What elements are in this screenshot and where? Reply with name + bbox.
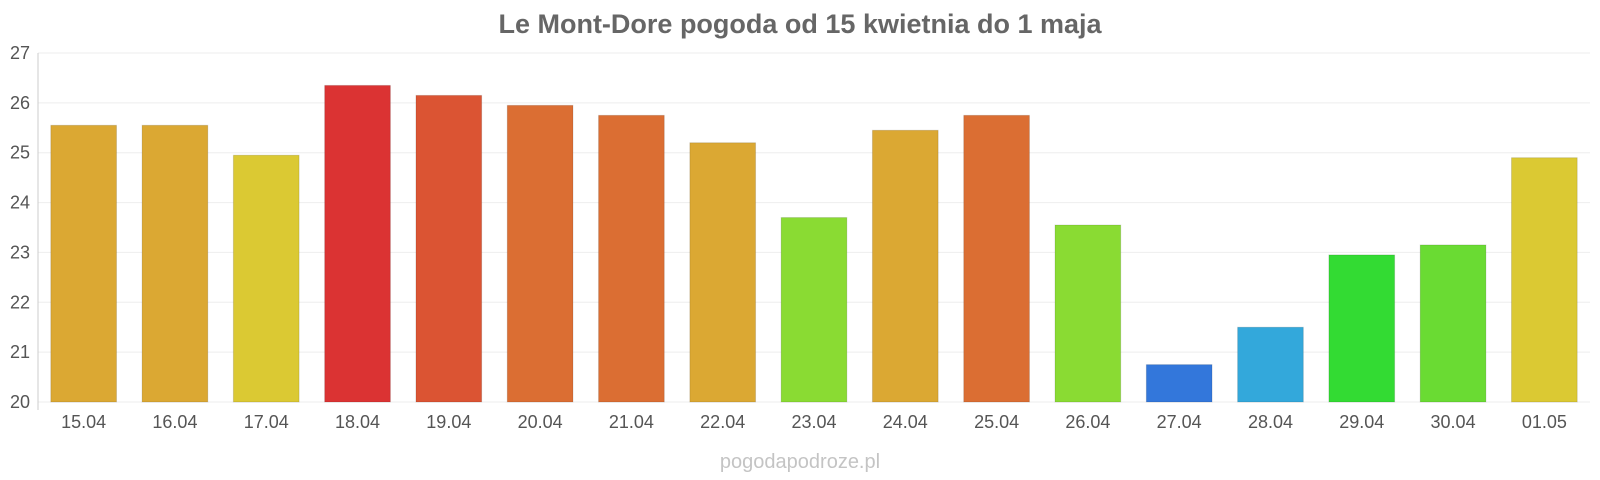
x-tick-label: 17.04 (244, 412, 289, 432)
x-tick-label: 30.04 (1431, 412, 1476, 432)
x-tick-label: 26.04 (1065, 412, 1110, 432)
y-tick-label: 26 (10, 93, 30, 113)
bar-22-04 (689, 142, 757, 403)
bar-23-04 (780, 217, 848, 403)
bar-24-04 (871, 129, 939, 403)
bar-17-04 (232, 154, 300, 403)
chart-title: Le Mont-Dore pogoda od 15 kwietnia do 1 … (498, 9, 1102, 39)
x-tick-label: 23.04 (791, 412, 836, 432)
bar-01-05 (1510, 157, 1578, 403)
bar-15-04 (50, 124, 118, 403)
bar-16-04 (141, 124, 209, 403)
x-tick-label: 29.04 (1339, 412, 1384, 432)
bar-25-04 (963, 114, 1030, 403)
y-tick-label: 22 (10, 292, 30, 312)
bar-29-04 (1328, 254, 1396, 403)
bar-21-04 (598, 114, 665, 403)
bars (50, 84, 1578, 403)
watermark: pogodapodroze.pl (720, 451, 880, 473)
bar-18-04 (324, 84, 391, 403)
x-tick-label: 24.04 (883, 412, 928, 432)
x-axis-ticks: 15.04 16.04 17.04 18.04 19.04 20.04 21.04 22.04… (61, 412, 1567, 432)
y-tick-label: 25 (10, 143, 30, 163)
bar-28-04 (1237, 326, 1304, 403)
y-tick-label: 27 (10, 43, 30, 63)
bar-30-04 (1419, 244, 1487, 403)
bar-19-04 (415, 94, 483, 403)
bar-27-04 (1145, 364, 1213, 403)
x-tick-label: 20.04 (518, 412, 563, 432)
x-tick-label: 27.04 (1157, 412, 1202, 432)
x-tick-label: 22.04 (700, 412, 745, 432)
bar-26-04 (1054, 224, 1122, 403)
bar-20-04 (506, 104, 574, 403)
x-tick-label: 28.04 (1248, 412, 1293, 432)
x-tick-label: 21.04 (609, 412, 654, 432)
x-tick-label: 18.04 (335, 412, 380, 432)
y-tick-label: 24 (10, 193, 30, 213)
y-tick-label: 23 (10, 242, 30, 262)
y-tick-label: 21 (10, 342, 30, 362)
y-axis-ticks: 20 21 22 23 24 25 26 27 (10, 43, 30, 412)
x-tick-label: 15.04 (61, 412, 106, 432)
x-tick-label: 25.04 (974, 412, 1019, 432)
x-tick-label: 16.04 (152, 412, 197, 432)
y-tick-label: 20 (10, 392, 30, 412)
x-tick-label: 01.05 (1522, 412, 1567, 432)
x-tick-label: 19.04 (426, 412, 471, 432)
